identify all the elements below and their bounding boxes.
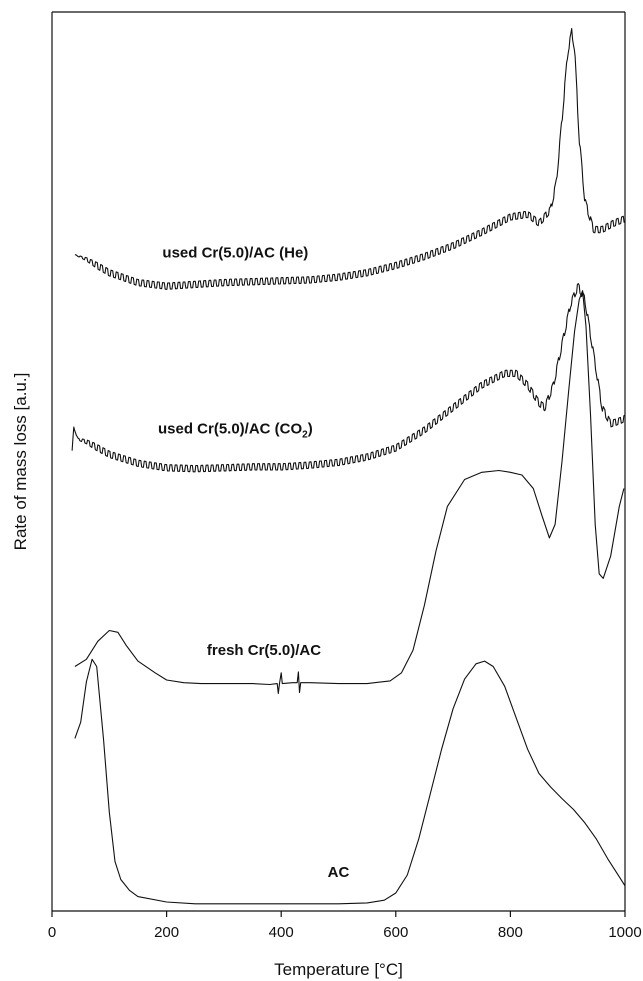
x-tick-label: 200	[154, 924, 179, 941]
series-label-4: AC	[328, 864, 350, 881]
y-axis-title: Rate of mass loss [a.u.]	[11, 373, 30, 551]
series-line-1	[74, 28, 626, 290]
curve-labels: used Cr(5.0)/AC (He) used Cr(5.0)/AC (CO2…	[158, 244, 350, 880]
series-label-1: used Cr(5.0)/AC (He)	[162, 244, 308, 261]
series-line-3	[74, 290, 625, 694]
series-label-2: used Cr(5.0)/AC (CO2)	[158, 421, 313, 441]
series-line-2	[71, 283, 625, 473]
series-label-3: fresh Cr(5.0)/AC	[207, 642, 321, 659]
x-tick-label: 0	[48, 924, 56, 941]
x-axis-title: Temperature [°C]	[274, 960, 403, 979]
x-tick-label: 600	[383, 924, 408, 941]
curves	[71, 28, 626, 905]
x-ticks: 0 200 400 600 800 1000	[48, 911, 642, 941]
x-tick-label: 400	[269, 924, 294, 941]
x-tick-label: 800	[498, 924, 523, 941]
series-line-4	[74, 658, 626, 905]
axes	[51, 11, 626, 912]
x-tick-label: 1000	[608, 924, 641, 941]
